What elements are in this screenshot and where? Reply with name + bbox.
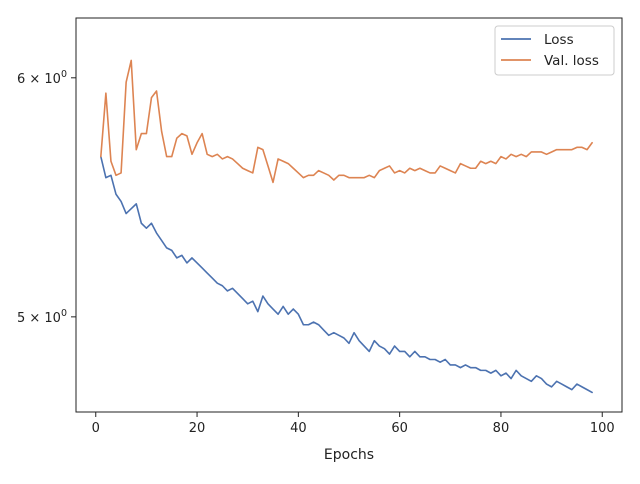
y-tick-base: 5 × 10: [17, 311, 61, 326]
x-tick-label: 100: [590, 421, 615, 436]
y-tick-base: 6 × 10: [17, 72, 61, 87]
x-tick-label: 20: [189, 421, 206, 436]
y-tick-exponent: 0: [61, 69, 67, 80]
x-tick-label: 80: [493, 421, 510, 436]
y-tick-label: 6 × 100: [17, 69, 67, 87]
legend-label-val-loss: Val. loss: [544, 53, 599, 69]
x-tick-label: 60: [391, 421, 408, 436]
plot-frame: [75, 17, 623, 413]
legend-label-loss: Loss: [544, 32, 574, 48]
legend: Loss Val. loss: [494, 25, 615, 76]
x-tick-label: 40: [290, 421, 307, 436]
series-line-loss: [100, 155, 593, 394]
y-tick-label: 5 × 100: [17, 308, 67, 326]
series-line-val-loss: [100, 59, 593, 184]
series-layer: [100, 59, 593, 394]
x-tick-label: 0: [92, 421, 100, 436]
x-axis-label: Epochs: [324, 447, 374, 463]
x-axis: 0 20 40 60 80 100: [92, 412, 615, 436]
y-tick-exponent: 0: [61, 308, 67, 319]
